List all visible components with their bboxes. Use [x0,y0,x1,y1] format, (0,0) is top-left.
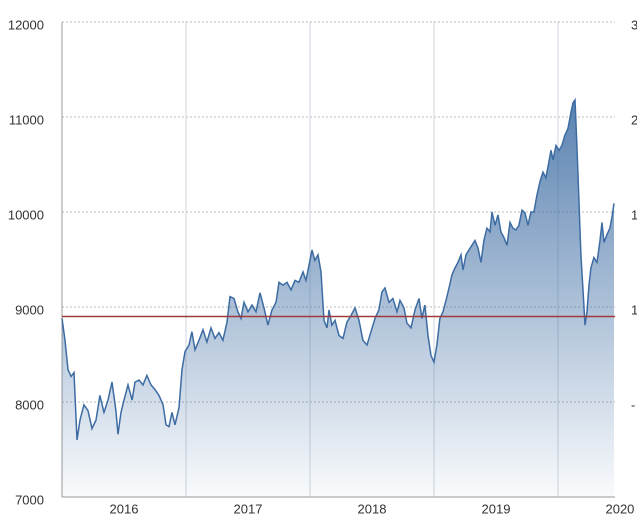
y-tick-label: 12000 [8,17,44,32]
x-tick-label: 2020 [605,501,634,516]
y-tick-label: 9000 [15,302,44,317]
x-tick-label: 2019 [482,501,511,516]
x-tick-label: 2016 [110,501,139,516]
x-tick-label: 2017 [234,501,263,516]
x-tick-label: 2018 [358,501,387,516]
area [62,99,615,498]
y2-tick-label: 2 [631,112,637,127]
y2-tick-label: - [631,397,635,412]
y2-tick-label: 3 [631,17,637,32]
y-tick-label: 8000 [15,397,44,412]
y2-tick-label: 1 [631,207,637,222]
y-tick-label: 7000 [15,492,44,507]
y-tick-label: 11000 [9,112,44,127]
line [61,97,615,441]
y-tick-label: 10000 [8,207,44,222]
y2-tick-label: 1 [631,302,637,317]
